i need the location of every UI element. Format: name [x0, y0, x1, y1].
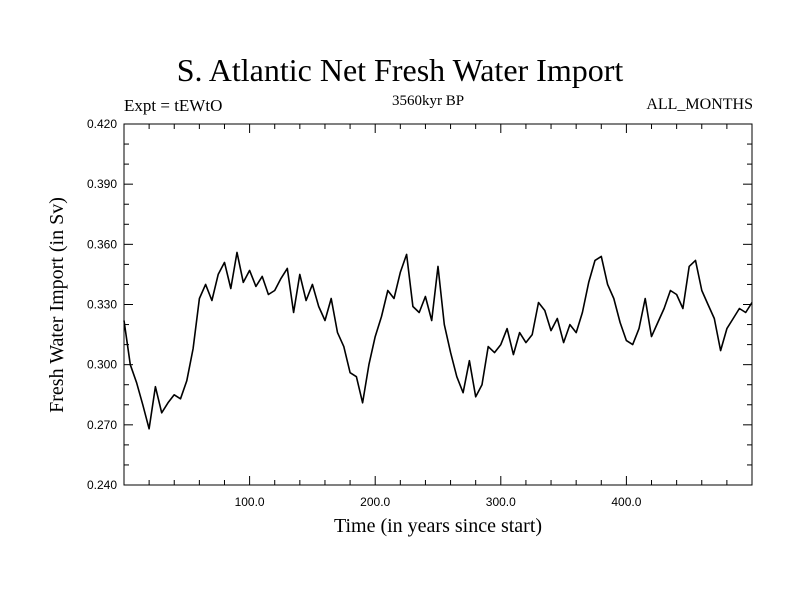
chart-title: S. Atlantic Net Fresh Water Import — [176, 52, 624, 88]
x-tick-label: 300.0 — [486, 495, 516, 509]
y-tick-label: 0.360 — [87, 237, 117, 251]
y-axis-title: Fresh Water Import (in Sv) — [46, 197, 68, 413]
y-tick-label: 0.240 — [87, 478, 117, 492]
tick-marks — [124, 124, 752, 485]
period-label: 3560kyr BP — [392, 93, 465, 109]
months-label: ALL_MONTHS — [646, 96, 753, 113]
x-tick-label: 200.0 — [360, 495, 390, 509]
series-line — [123, 251, 753, 430]
y-tick-label: 0.270 — [87, 418, 117, 432]
experiment-label: Expt = tEWtO — [124, 96, 223, 115]
y-tick-label: 0.420 — [87, 117, 117, 131]
y-tick-label: 0.300 — [87, 358, 117, 372]
tick-labels: 100.0 200.0 300.0 400.0 0.240 0.270 0.300 0.330… — [87, 117, 642, 509]
x-tick-label: 100.0 — [235, 495, 265, 509]
plot-frame — [123, 123, 753, 486]
x-axis-title: Time (in years since start) — [334, 515, 542, 537]
x-tick-label: 400.0 — [611, 495, 641, 509]
y-tick-label: 0.390 — [87, 177, 117, 191]
y-tick-label: 0.330 — [87, 298, 117, 312]
